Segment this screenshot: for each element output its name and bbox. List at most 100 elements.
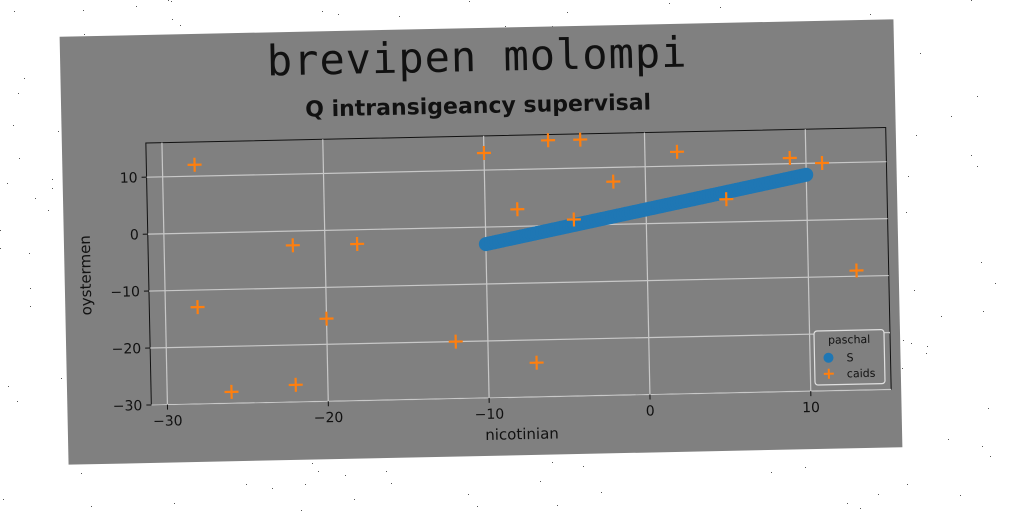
series-s-points (478, 167, 814, 252)
series-caids-point (670, 144, 685, 159)
noise-speck (312, 463, 313, 464)
x-axis-label: nicotinian (485, 424, 559, 444)
noise-speck (81, 473, 82, 474)
noise-speck (567, 12, 568, 13)
grid-line-x (322, 139, 329, 402)
noise-speck (136, 6, 137, 7)
noise-speck (83, 10, 84, 11)
noise-speck (7, 183, 8, 184)
noise-speck (29, 253, 30, 254)
noise-speck (301, 510, 302, 511)
noise-speck (13, 125, 14, 126)
series-caids-point (187, 157, 202, 172)
noise-speck (52, 179, 53, 180)
grid-line-y (151, 388, 892, 406)
noise-speck (907, 484, 908, 485)
noise-speck (19, 158, 20, 159)
legend-s-marker (823, 352, 834, 363)
noise-speck (61, 378, 62, 379)
noise-speck (557, 505, 558, 506)
noise-speck (3, 499, 4, 500)
noise-speck (305, 484, 306, 485)
noise-speck (174, 503, 175, 504)
noise-speck (903, 340, 904, 341)
noise-speck (552, 462, 553, 463)
noise-speck (983, 311, 984, 312)
noise-speck (911, 343, 912, 344)
noise-speck (18, 93, 19, 94)
noise-speck (990, 456, 991, 457)
noise-speck (583, 466, 584, 467)
x-tick-label: −20 (314, 410, 344, 427)
noise-speck (902, 368, 903, 369)
y-tick-label: 0 (130, 227, 139, 243)
noise-speck (771, 472, 772, 473)
noise-speck (168, 0, 169, 1)
series-caids-points (187, 132, 864, 399)
noise-speck (172, 19, 173, 20)
noise-speck (354, 499, 355, 500)
noise-speck (948, 439, 949, 440)
scatter-plot: −30 −20 −10 0 10 −30 −20 −10 0 10 nicotinian oys… (76, 126, 892, 444)
noise-speck (914, 290, 915, 291)
legend-title: paschal (828, 333, 871, 347)
noise-speck (391, 483, 392, 484)
series-caids-point (573, 132, 588, 147)
x-tick-label: 0 (646, 403, 655, 419)
noise-speck (469, 1, 470, 2)
noise-speck (977, 96, 978, 97)
series-caids-point (476, 145, 491, 161)
noise-speck (982, 446, 983, 447)
noise-speck (847, 503, 848, 504)
series-caids-point (288, 377, 303, 392)
noise-speck (870, 14, 871, 15)
series-caids-point (566, 212, 581, 227)
x-tick-label: −30 (153, 413, 183, 430)
noise-speck (345, 475, 346, 476)
series-caids-point (285, 238, 300, 253)
noise-speck (995, 283, 996, 284)
x-tick-label: −10 (475, 407, 505, 424)
noise-speck (906, 212, 907, 213)
noise-speck (35, 198, 36, 199)
legend-caids-marker (823, 368, 834, 379)
y-tick-label: −20 (111, 341, 141, 358)
legend-s-label: S (846, 351, 853, 364)
grid-line-y (146, 161, 887, 178)
grid-line-x (643, 132, 651, 395)
y-tick-label: 10 (120, 170, 138, 186)
grid-line-y (150, 331, 890, 349)
noise-speck (669, 3, 670, 4)
noise-speck (960, 495, 961, 496)
series-caids-point (529, 355, 544, 370)
noise-speck (971, 0, 972, 1)
noise-speck (540, 481, 541, 482)
noise-speck (8, 386, 9, 387)
noise-speck (927, 346, 928, 347)
x-axis-ticks: −30 −20 −10 0 10 (153, 391, 820, 430)
noise-speck (878, 494, 879, 495)
grid-line-y (147, 218, 888, 235)
noise-speck (180, 25, 181, 26)
grid-line-y (148, 274, 889, 292)
grid-line-x (483, 135, 490, 398)
noise-speck (338, 14, 339, 15)
y-tick-label: −10 (110, 284, 140, 301)
noise-speck (720, 7, 721, 8)
legend: paschal S caids (813, 329, 886, 386)
legend-caids-label: caids (847, 367, 876, 381)
noise-speck (977, 166, 978, 167)
noise-speck (601, 492, 602, 493)
y-axis-ticks: −30 −20 −10 0 10 (110, 170, 152, 415)
noise-speck (91, 506, 92, 507)
series-caids-point (606, 174, 621, 189)
series-caids-point (541, 133, 556, 148)
noise-speck (468, 494, 469, 495)
y-tick-label: −30 (113, 398, 143, 415)
series-caids-point (448, 334, 463, 349)
series-caids-point (190, 300, 205, 315)
noise-speck (52, 188, 53, 189)
series-caids-point (319, 311, 334, 326)
noise-speck (246, 484, 247, 485)
